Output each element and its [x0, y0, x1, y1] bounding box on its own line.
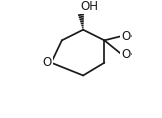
- Text: O: O: [42, 56, 52, 69]
- Text: OH: OH: [80, 0, 98, 13]
- Text: O: O: [121, 48, 130, 61]
- Text: O: O: [121, 30, 130, 43]
